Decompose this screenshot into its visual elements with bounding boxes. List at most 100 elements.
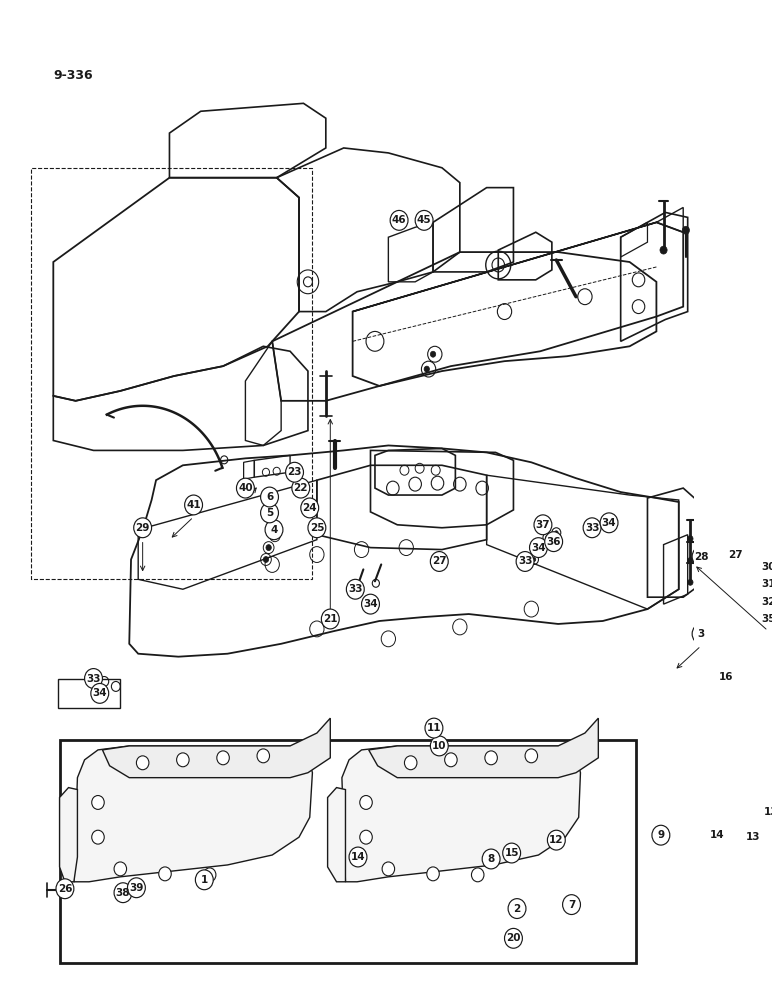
Circle shape [472,868,484,882]
Circle shape [185,495,202,515]
Circle shape [261,503,279,523]
Text: 25: 25 [310,523,324,533]
Circle shape [759,592,772,612]
Circle shape [759,609,772,629]
Circle shape [265,520,283,540]
Text: 3: 3 [697,629,705,639]
Circle shape [92,796,104,809]
Text: 26: 26 [58,884,72,894]
Circle shape [440,843,447,851]
Circle shape [546,536,549,540]
Circle shape [583,518,601,538]
Circle shape [688,579,693,585]
Text: 12: 12 [549,835,564,845]
Text: 30: 30 [761,562,772,572]
Circle shape [408,801,415,809]
Text: 22: 22 [293,483,308,493]
Text: 14: 14 [709,830,724,840]
Circle shape [508,899,526,918]
Text: 32: 32 [761,597,772,607]
Circle shape [660,246,667,254]
Circle shape [482,849,500,869]
Text: 37: 37 [536,520,550,530]
Text: 8: 8 [487,854,495,864]
Text: 33: 33 [86,674,101,684]
Circle shape [682,226,689,234]
Circle shape [292,478,310,498]
Text: 27: 27 [728,550,743,560]
Text: 7: 7 [568,900,575,910]
Circle shape [273,533,278,539]
Circle shape [445,753,457,767]
Polygon shape [74,746,313,882]
Circle shape [382,862,394,876]
Circle shape [534,515,552,535]
Circle shape [56,879,74,899]
Text: 40: 40 [238,483,252,493]
Circle shape [692,547,710,566]
Text: 28: 28 [694,552,709,562]
Circle shape [159,867,171,881]
Circle shape [717,667,735,686]
Text: 31: 31 [761,579,772,589]
Circle shape [134,518,151,538]
Circle shape [127,878,145,898]
Text: 2: 2 [513,904,520,914]
Text: 15: 15 [504,848,519,858]
Circle shape [516,552,534,571]
Circle shape [263,557,269,562]
Circle shape [485,751,497,765]
Text: 41: 41 [186,500,201,510]
Circle shape [759,558,772,577]
Text: 9-336: 9-336 [53,69,93,82]
Bar [59,740,636,963]
Circle shape [137,756,149,770]
Circle shape [545,532,563,552]
Text: 1: 1 [201,875,208,885]
Polygon shape [369,718,598,778]
Text: 9: 9 [657,830,665,840]
Circle shape [430,736,449,756]
Circle shape [360,796,372,809]
Text: 34: 34 [363,599,378,609]
Text: 39: 39 [129,883,144,893]
Circle shape [759,574,772,594]
Circle shape [532,558,536,561]
Circle shape [424,366,429,372]
Circle shape [203,868,216,882]
Circle shape [547,830,565,850]
Text: 4: 4 [270,525,278,535]
Circle shape [91,683,109,703]
Circle shape [286,462,303,482]
Circle shape [600,513,618,533]
Text: 20: 20 [506,933,520,943]
Circle shape [114,883,132,903]
Circle shape [85,669,103,688]
Circle shape [762,802,772,822]
Circle shape [525,749,537,763]
Circle shape [236,478,254,498]
Circle shape [405,756,417,770]
Text: 29: 29 [135,523,150,533]
Circle shape [427,867,439,881]
Text: 34: 34 [601,518,616,528]
Text: 5: 5 [266,508,273,518]
Circle shape [503,843,520,863]
Circle shape [430,351,435,357]
Circle shape [92,830,104,844]
Text: 11: 11 [427,723,441,733]
Circle shape [726,545,744,564]
Circle shape [708,825,726,845]
Text: 27: 27 [432,556,447,566]
Polygon shape [59,788,77,882]
Polygon shape [103,718,330,778]
Circle shape [744,827,762,847]
Text: 16: 16 [719,672,733,682]
Text: 46: 46 [391,215,406,225]
Circle shape [257,749,269,763]
Circle shape [321,609,339,629]
Circle shape [114,862,127,876]
Text: 24: 24 [303,503,317,513]
Circle shape [177,753,189,767]
Text: 6: 6 [266,492,273,502]
